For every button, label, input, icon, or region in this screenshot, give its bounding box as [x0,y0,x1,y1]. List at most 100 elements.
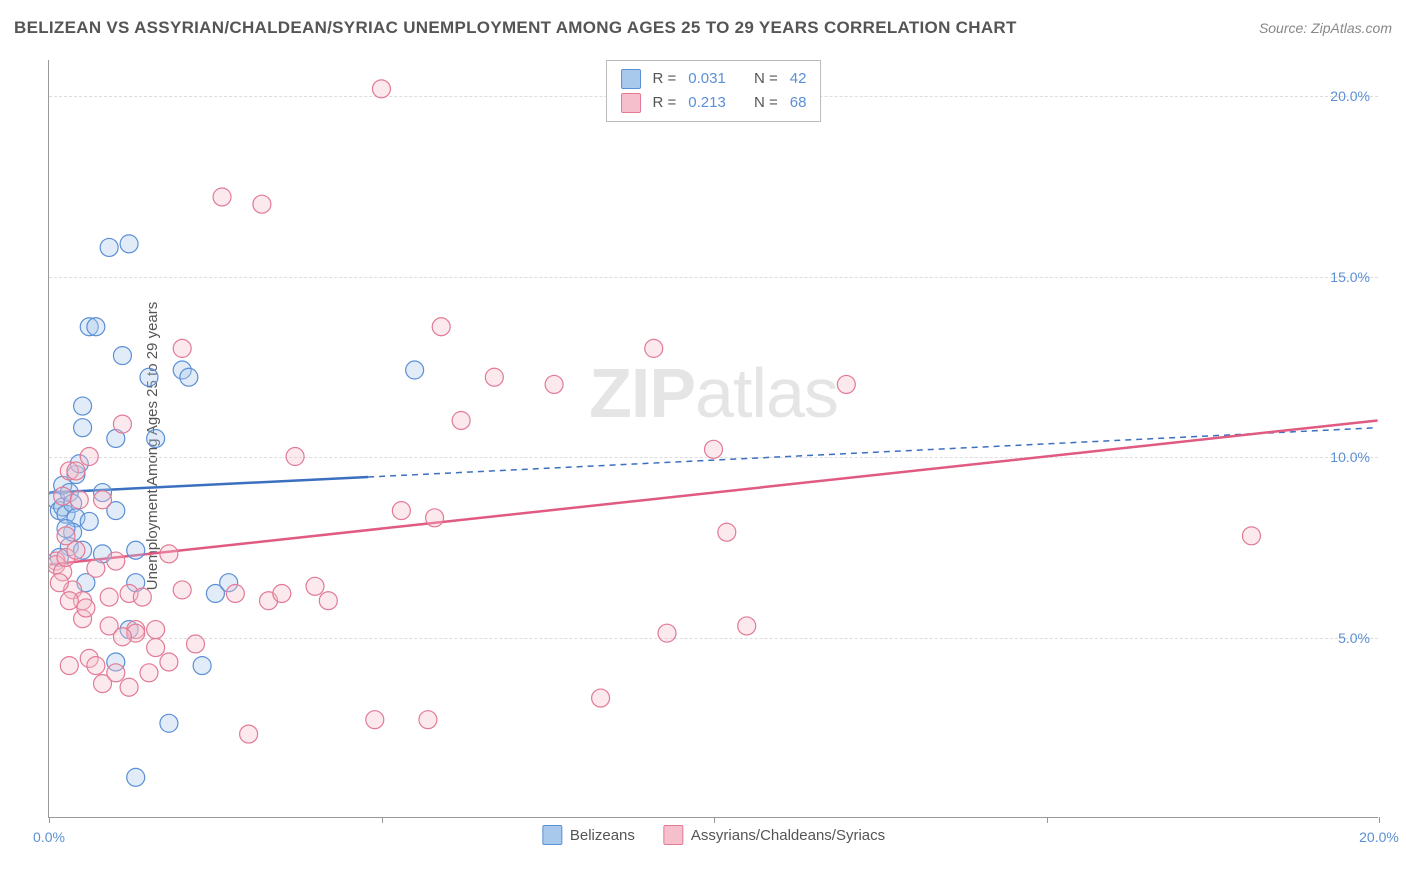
data-point-belizeans [54,476,72,494]
y-tick-label: 10.0% [1330,449,1370,465]
data-point-acs [240,725,258,743]
data-point-acs [319,592,337,610]
data-point-acs [60,592,78,610]
trend-line-dashed-belizeans [368,428,1377,477]
data-point-acs [49,556,65,574]
data-point-acs [77,599,95,617]
data-point-belizeans [127,541,145,559]
chart-title: BELIZEAN VS ASSYRIAN/CHALDEAN/SYRIAC UNE… [14,18,1017,38]
data-point-belizeans [107,430,125,448]
y-tick-label: 5.0% [1338,630,1370,646]
data-point-acs [133,588,151,606]
data-point-belizeans [64,523,82,541]
data-point-acs [127,624,145,642]
data-point-acs [253,195,271,213]
data-point-acs [74,610,92,628]
chart-header: BELIZEAN VS ASSYRIAN/CHALDEAN/SYRIAC UNE… [14,18,1392,38]
data-point-acs [87,559,105,577]
gridline [49,638,1378,639]
data-point-belizeans [193,657,211,675]
data-point-belizeans [60,484,78,502]
data-point-acs [54,487,72,505]
data-point-acs [54,563,72,581]
data-point-acs [140,664,158,682]
data-point-acs [273,585,291,603]
gridline [49,277,1378,278]
data-point-acs [64,581,82,599]
data-point-belizeans [120,235,138,253]
data-point-belizeans [67,466,85,484]
data-point-acs [113,415,131,433]
data-point-belizeans [140,368,158,386]
data-point-acs [213,188,231,206]
data-point-acs [545,375,563,393]
data-point-acs [658,624,676,642]
data-point-acs [705,440,723,458]
data-point-acs [57,527,75,545]
data-point-acs [226,585,244,603]
data-point-acs [67,541,85,559]
data-point-acs [147,639,165,657]
source-attribution: Source: ZipAtlas.com [1259,20,1392,36]
data-point-belizeans [160,714,178,732]
stats-row-belizeans: R = 0.031 N = 42 [621,67,807,91]
data-point-acs [100,617,118,635]
data-point-belizeans [127,768,145,786]
data-point-acs [80,649,98,667]
data-point-belizeans [80,512,98,530]
data-point-acs [74,592,92,610]
data-point-belizeans [206,585,224,603]
data-point-belizeans [87,318,105,336]
data-point-acs [60,462,78,480]
data-point-acs [107,664,125,682]
data-point-acs [49,552,65,570]
x-tick [714,817,715,823]
data-point-belizeans [94,484,112,502]
data-point-belizeans [173,361,191,379]
data-point-acs [67,462,85,480]
data-point-acs [1242,527,1260,545]
data-point-acs [50,574,68,592]
data-point-acs [738,617,756,635]
data-point-belizeans [406,361,424,379]
data-point-belizeans [49,491,65,509]
data-point-acs [592,689,610,707]
data-point-belizeans [220,574,238,592]
data-point-belizeans [57,505,75,523]
data-point-belizeans [50,502,68,520]
data-point-belizeans [50,548,68,566]
x-tick-label: 20.0% [1359,829,1399,845]
chart-svg-layer [49,60,1378,817]
data-point-acs [173,339,191,357]
data-point-acs [452,411,470,429]
data-point-acs [392,502,410,520]
data-point-acs [160,653,178,671]
data-point-acs [718,523,736,541]
x-tick [382,817,383,823]
plot-area: 5.0%10.0%15.0%20.0% 0.0%20.0% ZIPatlas R… [48,60,1378,818]
data-point-acs [87,657,105,675]
data-point-belizeans [77,574,95,592]
data-point-acs [173,581,191,599]
data-point-belizeans [60,538,78,556]
legend-item-belizeans: Belizeans [542,825,635,845]
data-point-acs [120,678,138,696]
trend-line-acs [49,420,1377,564]
swatch-belizeans [621,69,641,89]
data-point-acs [837,375,855,393]
legend-swatch-acs [663,825,683,845]
data-point-belizeans [57,520,75,538]
data-point-acs [60,657,78,675]
data-point-belizeans [180,368,198,386]
x-tick [49,817,50,823]
data-point-acs [419,711,437,729]
data-point-belizeans [74,419,92,437]
bottom-legend: Belizeans Assyrians/Chaldeans/Syriacs [542,825,885,845]
x-tick [1379,817,1380,823]
watermark: ZIPatlas [589,353,838,433]
swatch-acs [621,93,641,113]
data-point-belizeans [120,621,138,639]
legend-item-acs: Assyrians/Chaldeans/Syriacs [663,825,885,845]
data-point-belizeans [100,238,118,256]
data-point-belizeans [54,498,72,516]
